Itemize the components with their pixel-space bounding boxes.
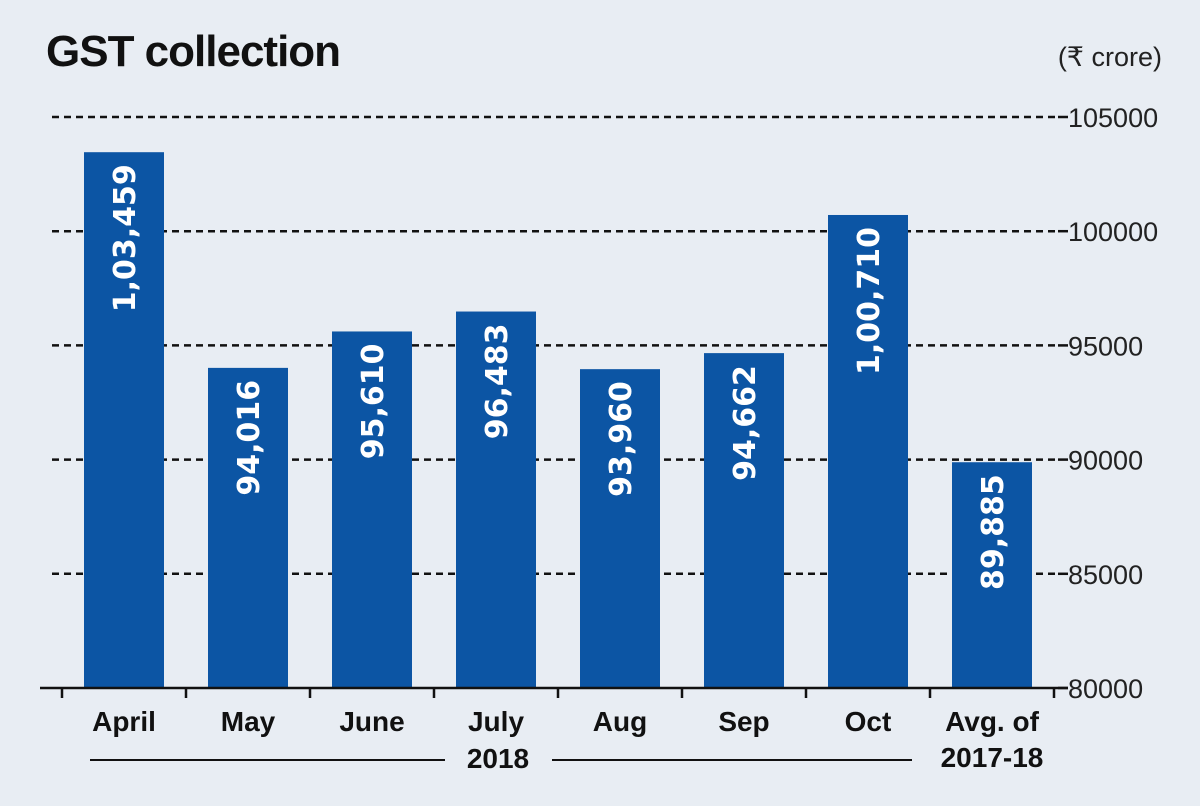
bar-value-label-0: 1,03,459 [108,164,143,312]
bar-value-label-2: 95,610 [356,343,391,459]
bar-1 [208,367,288,688]
chart-title: GST collection [46,27,340,76]
category-label-0: April [92,706,156,737]
x-axis: April May June July Aug Sep Oct Avg. of 2017-18 2… [40,686,1068,774]
y-tick-label-105000: 105000 [1068,103,1158,133]
bar-value-label-3: 96,483 [480,324,515,440]
category-label-7: Avg. of 2017-18 [941,706,1044,773]
y-tick-label-80000: 80000 [1068,674,1143,704]
category-label-4: Aug [593,706,647,737]
bar-7 [952,462,1032,688]
bar-value-label-4: 93,960 [604,381,639,497]
bar-4 [580,369,660,688]
y-axis: 80000 85000 90000 95000 100000 105000 [1058,103,1158,704]
category-label-1: May [221,706,276,737]
category-label-3: July [468,706,524,737]
y-tick-label-100000: 100000 [1068,217,1158,247]
unit-label: (₹ crore) [1058,42,1162,72]
y-tick-label-90000: 90000 [1068,446,1143,476]
bar-value-label-5: 94,662 [728,365,763,481]
y-tick-label-85000: 85000 [1068,560,1143,590]
category-label-5: Sep [718,706,769,737]
category-label-6: Oct [845,706,892,737]
group-year-label: 2018 [467,743,529,774]
bar-6 [828,214,908,689]
y-tick-label-95000: 95000 [1068,331,1143,361]
bar-3 [456,311,536,688]
bar-5 [704,353,784,688]
bar-value-label-1: 94,016 [232,380,267,496]
bar-0 [84,152,164,689]
category-label-2: June [339,706,404,737]
bar-value-label-6: 1,00,710 [852,227,887,375]
bars: 1,03,459 94,016 95,610 96,483 93,960 94,662 1,… [84,152,1032,689]
gridlines [52,115,1060,576]
bar-value-label-7: 89,885 [976,474,1011,590]
bar-2 [332,331,412,688]
